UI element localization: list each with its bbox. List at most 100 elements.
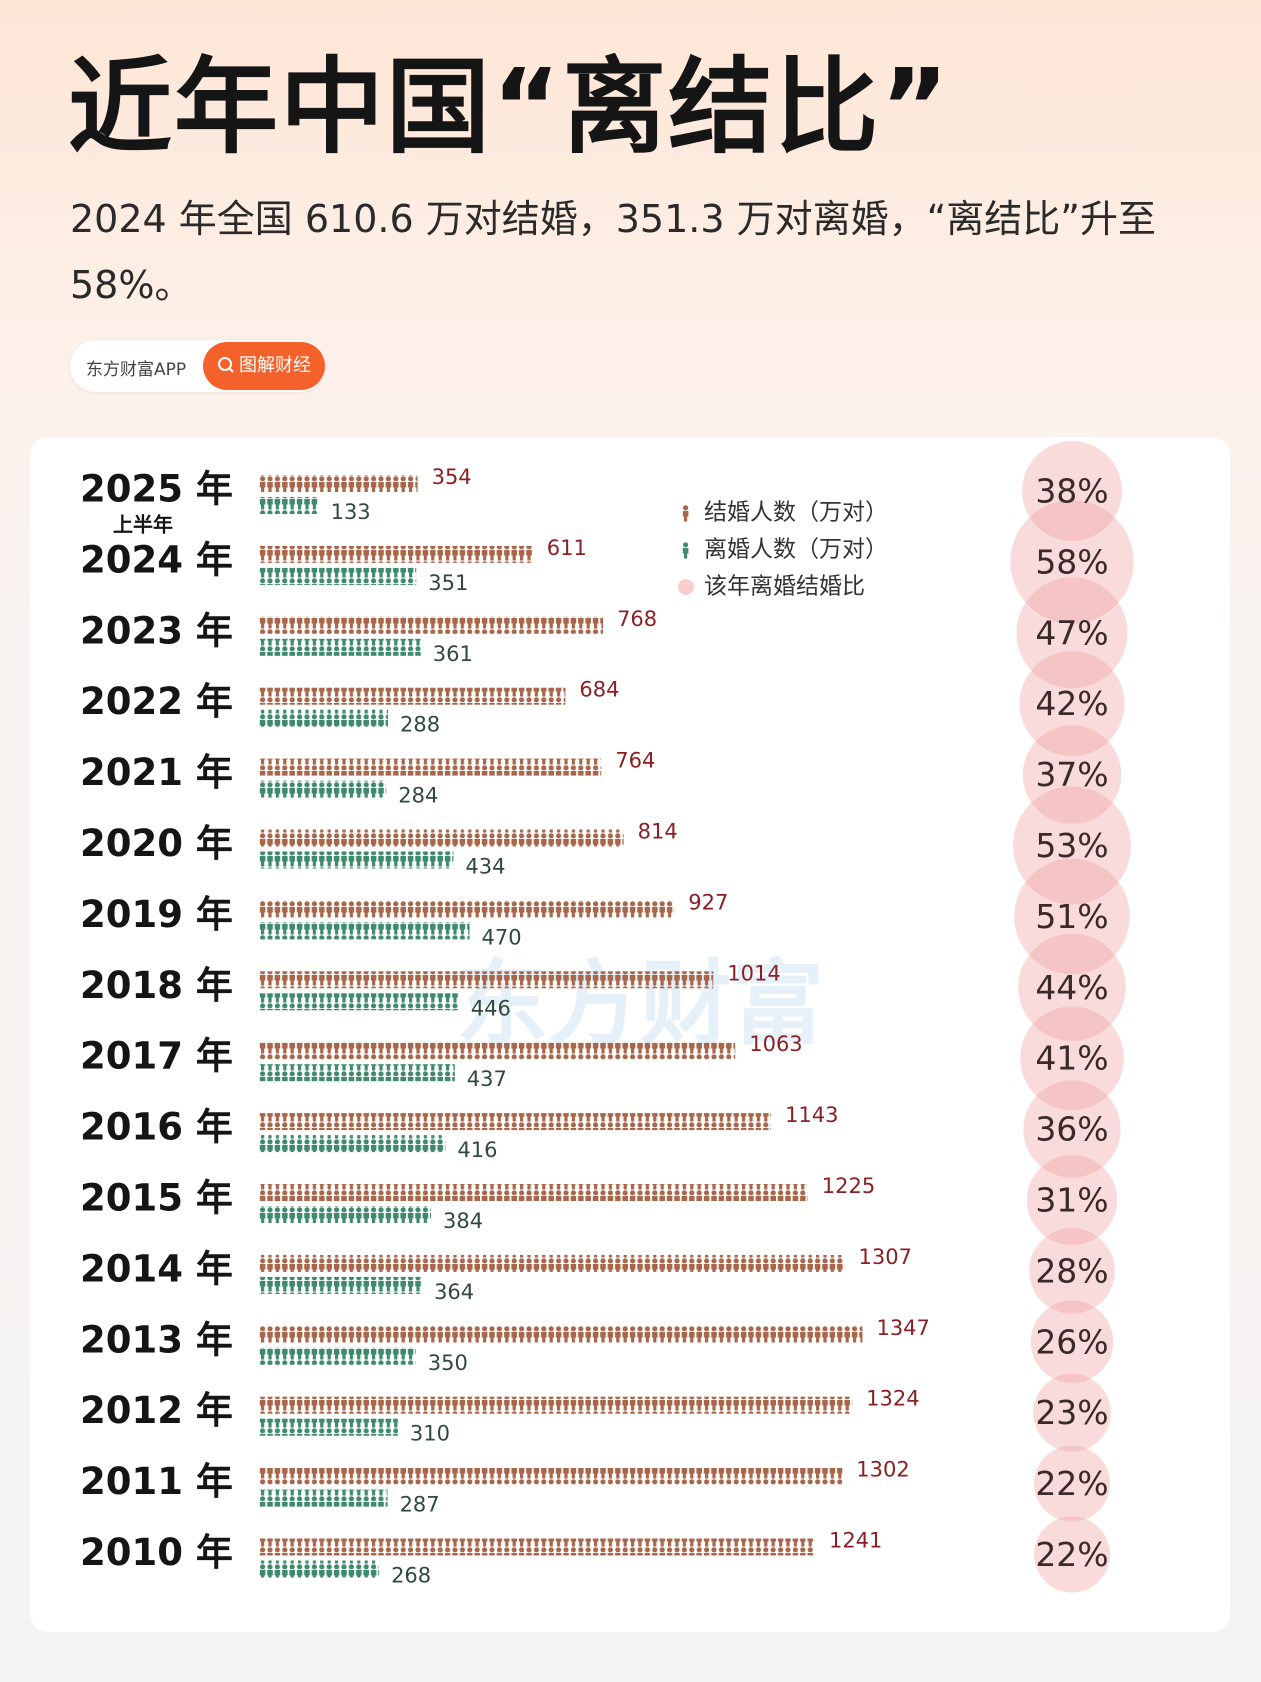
value-label: 1324 — [866, 1387, 919, 1411]
watermark: 东方财富 — [456, 950, 824, 1057]
pictogram-bar — [259, 1276, 423, 1294]
icon-body — [682, 511, 689, 522]
value-label: 764 — [615, 749, 655, 773]
search-icon — [218, 357, 234, 373]
value-label: 361 — [433, 642, 473, 666]
ratio-label: 41% — [1035, 1039, 1108, 1078]
pictogram-bar — [259, 758, 602, 776]
ratio-label: 31% — [1035, 1181, 1108, 1220]
year-label: 2023 年 — [80, 609, 233, 652]
pictogram-bar — [259, 1325, 863, 1343]
value-label: 310 — [410, 1422, 450, 1446]
ratio-label: 26% — [1035, 1322, 1108, 1361]
title: 近年中国“离结比” — [68, 46, 951, 168]
ratio-label: 58% — [1035, 542, 1108, 581]
value-label: 287 — [400, 1493, 440, 1517]
value-label: 437 — [467, 1067, 507, 1091]
pictogram-bar — [259, 1467, 843, 1485]
ratio-circle — [1033, 1373, 1111, 1452]
ratio-circle — [1034, 1516, 1110, 1593]
pictogram-bar — [259, 1064, 455, 1082]
value-label: 354 — [432, 465, 472, 489]
ratio-label: 36% — [1035, 1110, 1108, 1149]
year-label: 2012 年 — [80, 1389, 233, 1432]
pictogram-bar — [259, 1489, 388, 1507]
pictogram-bar — [259, 709, 389, 727]
value-label: 1225 — [822, 1174, 875, 1198]
pictogram-bar — [259, 993, 459, 1011]
value-label: 133 — [331, 500, 371, 524]
tag-button[interactable]: 图解财经 — [203, 342, 325, 390]
year-label: 2015 年 — [80, 1177, 233, 1220]
legend-label: 该年离婚结婚比 — [704, 574, 865, 600]
pictogram-bar — [259, 1418, 398, 1436]
value-label: 1347 — [876, 1316, 929, 1340]
pictogram-bar — [259, 1042, 736, 1060]
legend-icon — [682, 542, 689, 559]
value-label: 384 — [443, 1209, 483, 1233]
ratio-label: 38% — [1035, 472, 1108, 511]
pictogram-bar — [259, 971, 714, 989]
year-label: 2024 年 — [80, 538, 233, 581]
legend-icon — [678, 579, 694, 595]
value-label: 364 — [434, 1280, 474, 1304]
year-label: 2010 年 — [80, 1531, 233, 1574]
pictogram-bar — [259, 829, 624, 847]
pictogram-bar — [259, 638, 421, 656]
tag-text: 图解财经 — [239, 355, 311, 376]
legend-label: 离婚人数（万对） — [704, 537, 888, 563]
ratio-circle — [1020, 1006, 1124, 1111]
icon-head — [683, 542, 689, 548]
value-label: 814 — [638, 820, 678, 844]
year-label: 2011 年 — [80, 1460, 233, 1503]
pictogram-bar — [259, 497, 319, 514]
value-label: 1063 — [749, 1032, 802, 1056]
pictogram-bar — [259, 1184, 808, 1201]
pictogram-bar — [259, 545, 533, 563]
pictogram-bar — [259, 1135, 446, 1153]
pictogram-bar — [259, 1113, 772, 1131]
year-label: 2018 年 — [80, 964, 233, 1007]
pictogram-bar — [259, 616, 604, 634]
value-label: 768 — [617, 607, 657, 631]
ratio-circle — [1023, 1080, 1121, 1178]
ratio-circle — [1030, 1300, 1114, 1384]
subtitle: 2024 年全国 610.6 万对结婚，351.3 万对离婚，“离结比”升至 5… — [70, 197, 1156, 307]
value-label: 351 — [428, 571, 468, 595]
ratio-label: 47% — [1035, 613, 1108, 652]
pictogram-bar — [259, 780, 387, 798]
ratio-circle — [1014, 858, 1130, 975]
value-label: 446 — [471, 996, 511, 1020]
year-note: 上半年 — [113, 513, 173, 537]
pictogram-bar — [259, 1347, 416, 1365]
year-label: 2017 年 — [80, 1035, 233, 1078]
pictogram-bar — [259, 900, 675, 918]
pictogram-bar — [259, 1560, 380, 1578]
value-label: 284 — [398, 784, 438, 808]
ratio-circle — [1019, 651, 1125, 757]
ratio-label: 42% — [1035, 684, 1108, 723]
year-label: 2025 年 — [80, 468, 233, 511]
ratio-label: 23% — [1035, 1393, 1108, 1432]
pictogram-bar — [259, 1538, 815, 1556]
year-label: 2014 年 — [80, 1247, 233, 1290]
ratio-circle — [1018, 933, 1126, 1042]
pictogram-bar — [259, 475, 418, 492]
ratio-circle — [1029, 1228, 1115, 1314]
ratio-circle — [1010, 500, 1134, 624]
year-label: 2019 年 — [80, 893, 233, 936]
ratio-circle — [1022, 441, 1122, 541]
year-label: 2021 年 — [80, 751, 233, 794]
value-label: 1307 — [859, 1245, 912, 1269]
pictogram-bar — [259, 567, 417, 585]
value-label: 927 — [688, 890, 728, 914]
ratio-circle — [1026, 1154, 1118, 1246]
pictogram-bar — [259, 687, 566, 705]
legend-icon — [682, 505, 689, 522]
pictogram-bar — [259, 1396, 853, 1414]
value-label: 1241 — [829, 1529, 882, 1553]
card — [30, 437, 1230, 1632]
value-label: 684 — [579, 678, 619, 702]
